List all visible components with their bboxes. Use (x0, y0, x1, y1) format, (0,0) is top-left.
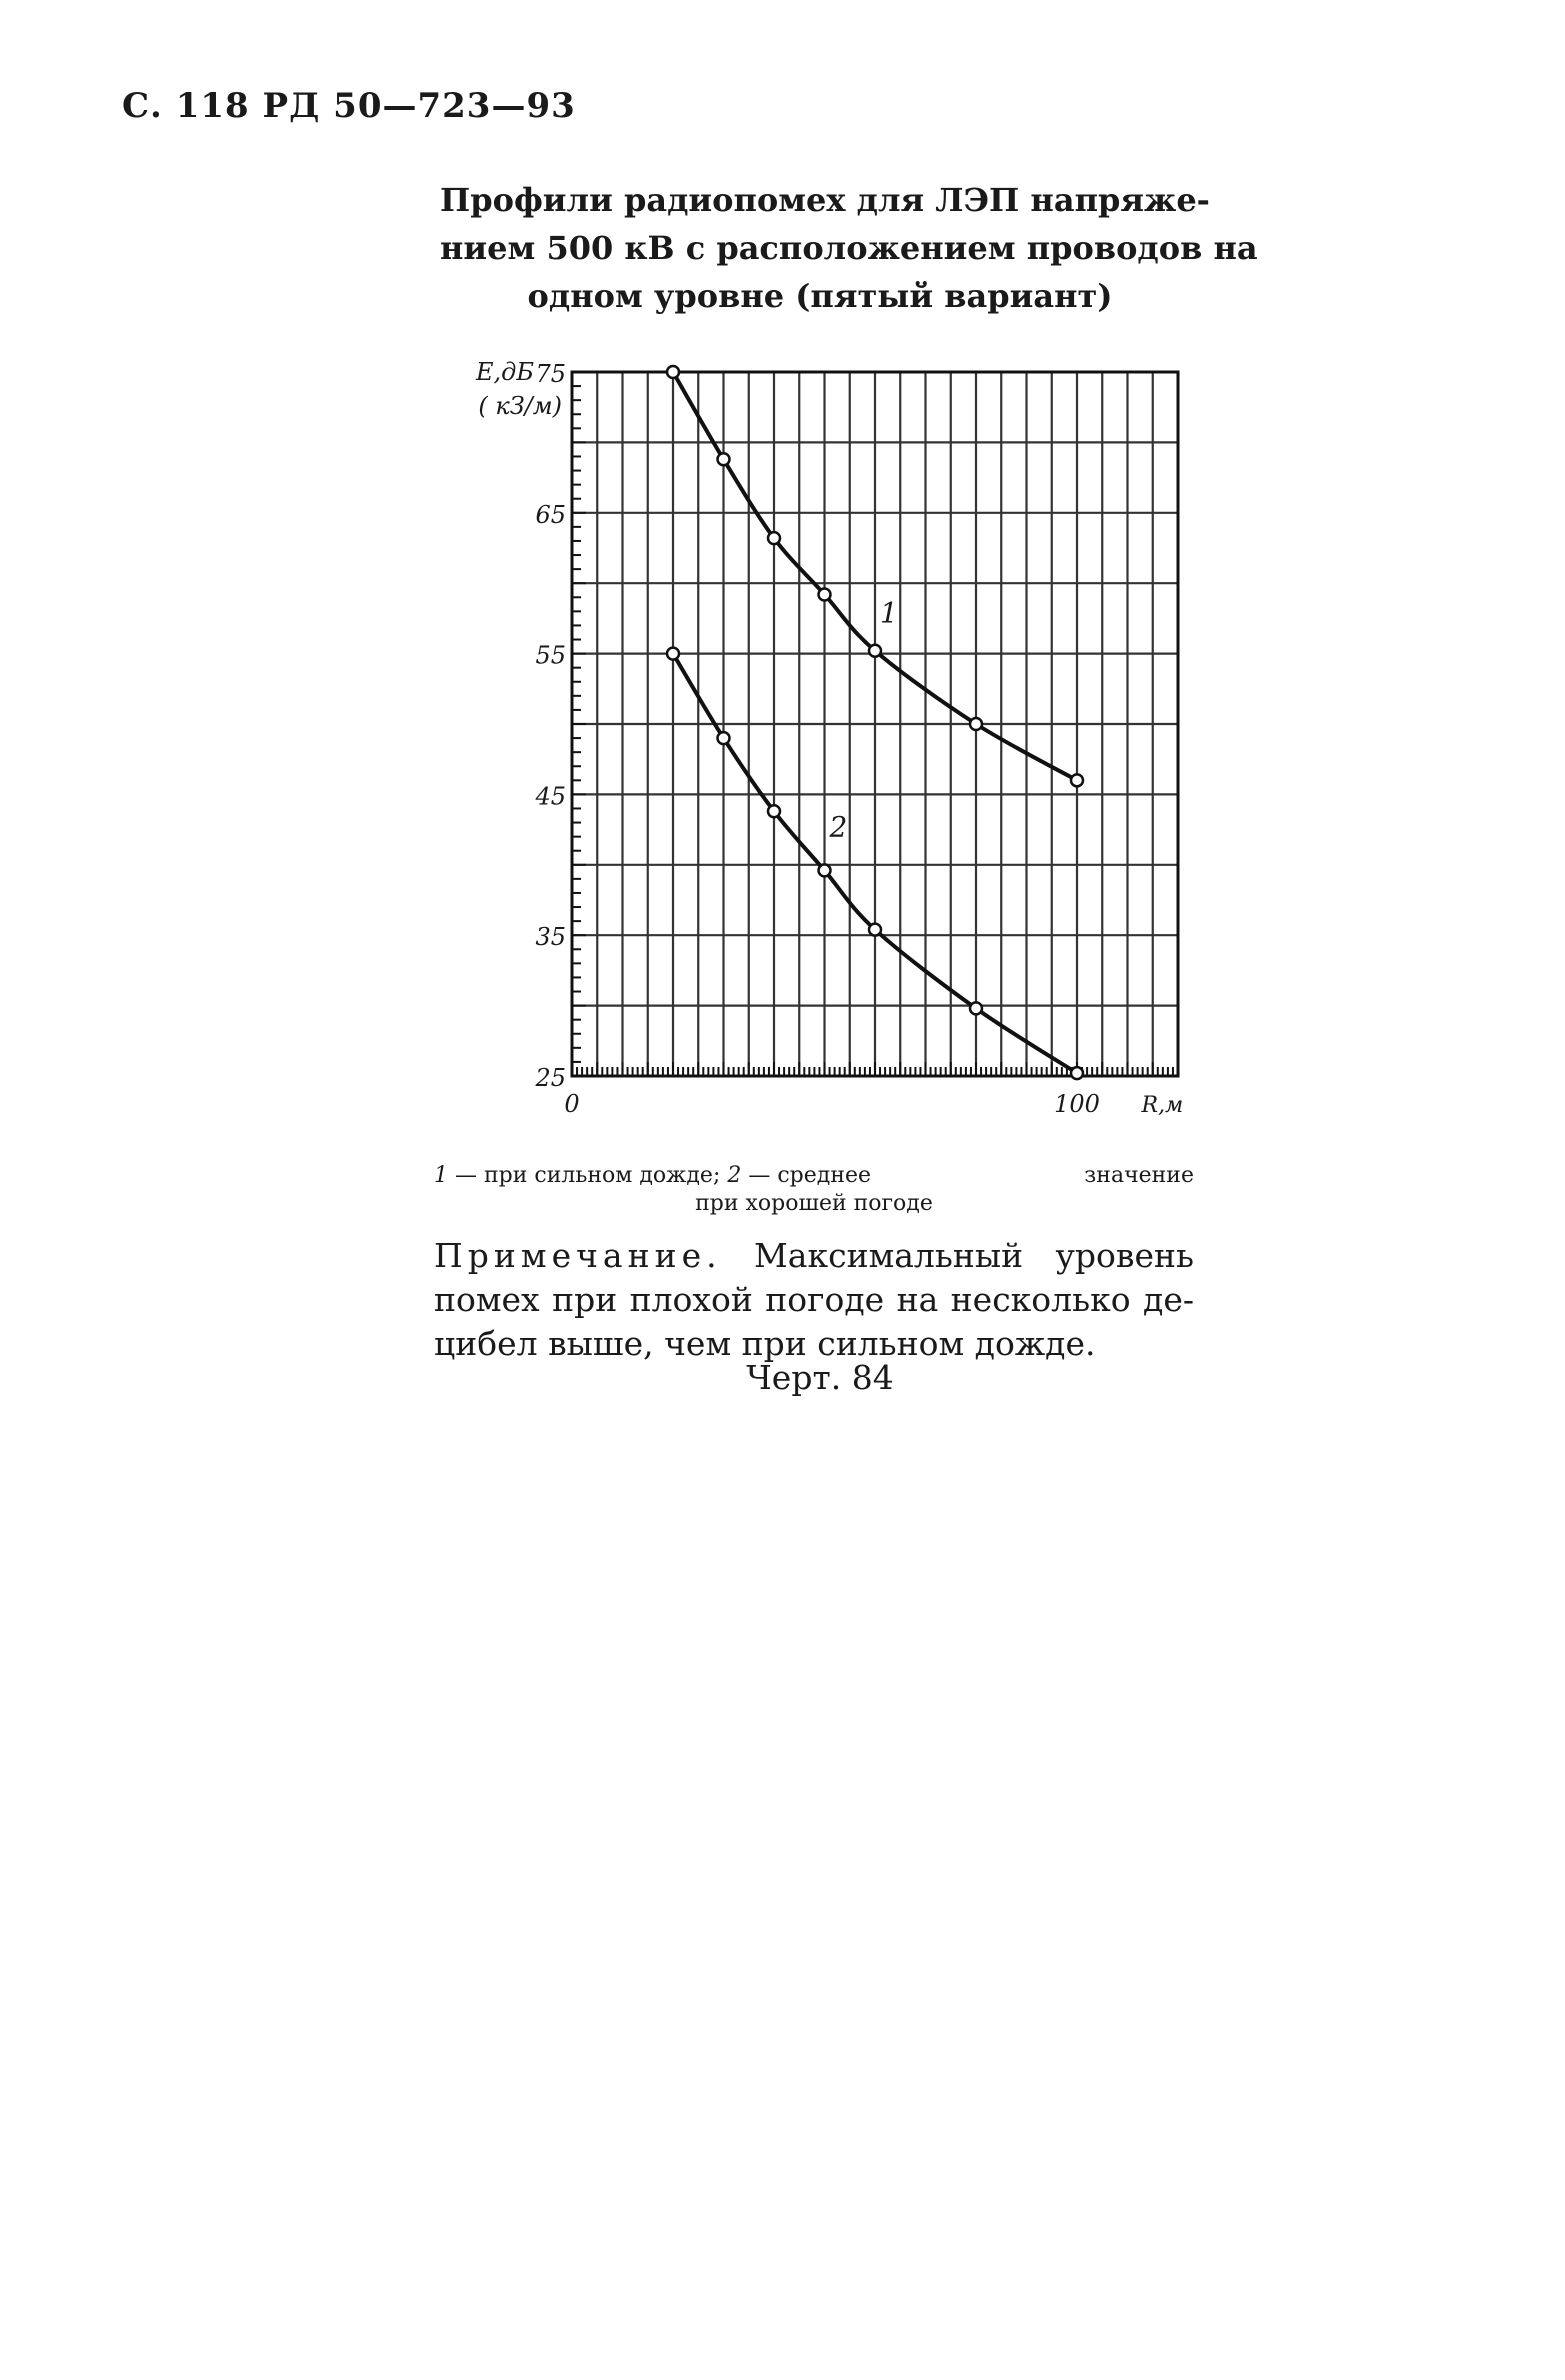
series-1-point (817, 587, 832, 602)
x-tick-label: 0 (564, 1090, 579, 1118)
series-1-point (968, 716, 984, 732)
figure-title: Профили радиопомех для ЛЭП напряже- нием… (440, 176, 1258, 320)
note-label: Примечание. (434, 1236, 722, 1275)
y-tick-label: 25 (534, 1064, 566, 1092)
series-2-point (817, 863, 832, 878)
legend-item-1: 1 — при сильном дожде; 2 — среднее (434, 1162, 871, 1190)
x-tick-label: 100 (1054, 1090, 1100, 1118)
y-tick-label: 35 (535, 923, 566, 951)
note-line-2: помех при плохой погоде на несколько де- (434, 1280, 1194, 1319)
y-tick-label: 45 (534, 782, 566, 810)
series-1-point (716, 452, 731, 467)
legend-number-2: 2 (727, 1163, 742, 1188)
legend-caption: 1 — при сильном дожде; 2 — среднее значе… (434, 1162, 1194, 1218)
x-axis-label: R,м (1141, 1093, 1184, 1118)
title-line: одном уровне (пятый вариант) (527, 277, 1113, 315)
legend-number-1: 1 (434, 1163, 448, 1188)
radio-interference-chart: 75 65 55 45 35 250 100 E,дБ ( кЗ/м) R,м 1 2 (475, 358, 1184, 1118)
series-2-point (867, 922, 883, 937)
title-line: нием 500 кВ с расположением проводов на (440, 229, 1258, 267)
page-header: С. 118 РД 50—723—93 (122, 86, 576, 126)
series-2-point (665, 646, 681, 661)
series-2-label: 2 (829, 811, 848, 844)
legend-text-2a: — среднее (748, 1163, 872, 1188)
y-axis-label-unit: ( кЗ/м) (478, 392, 562, 420)
legend-text-2c: при хорошей погоде (695, 1191, 933, 1216)
note-line-1: Примечание. Максимальный уровень (434, 1234, 1194, 1278)
legend-text-1: — при сильном дожде; (455, 1163, 721, 1188)
series-1-point (766, 530, 782, 546)
figure-label: Черт. 84 (746, 1358, 894, 1397)
series-1-point (867, 643, 883, 659)
legend-text-2b: значение (1084, 1163, 1194, 1188)
series-1-point (1069, 773, 1085, 788)
series-2-point (766, 804, 782, 819)
note-line-3: цибел выше, чем при сильном дожде. (434, 1324, 1096, 1363)
y-axis-label: E,дБ (475, 358, 534, 386)
title-line: Профили радиопомех для ЛЭП напряже- (440, 181, 1210, 219)
series-2-point (968, 1001, 984, 1016)
note-paragraph: Примечание. Максимальный уровень помех п… (434, 1234, 1194, 1366)
series-2-point (716, 730, 731, 746)
series-2-point (1069, 1065, 1085, 1081)
series-1-point (665, 364, 681, 380)
y-tick-label: 65 (535, 501, 566, 529)
y-tick-label: 55 (535, 642, 566, 670)
y-tick-label: 75 (535, 360, 566, 388)
note-line-1-rest: Максимальный уровень (754, 1236, 1194, 1275)
series-1-label: 1 (880, 597, 898, 630)
